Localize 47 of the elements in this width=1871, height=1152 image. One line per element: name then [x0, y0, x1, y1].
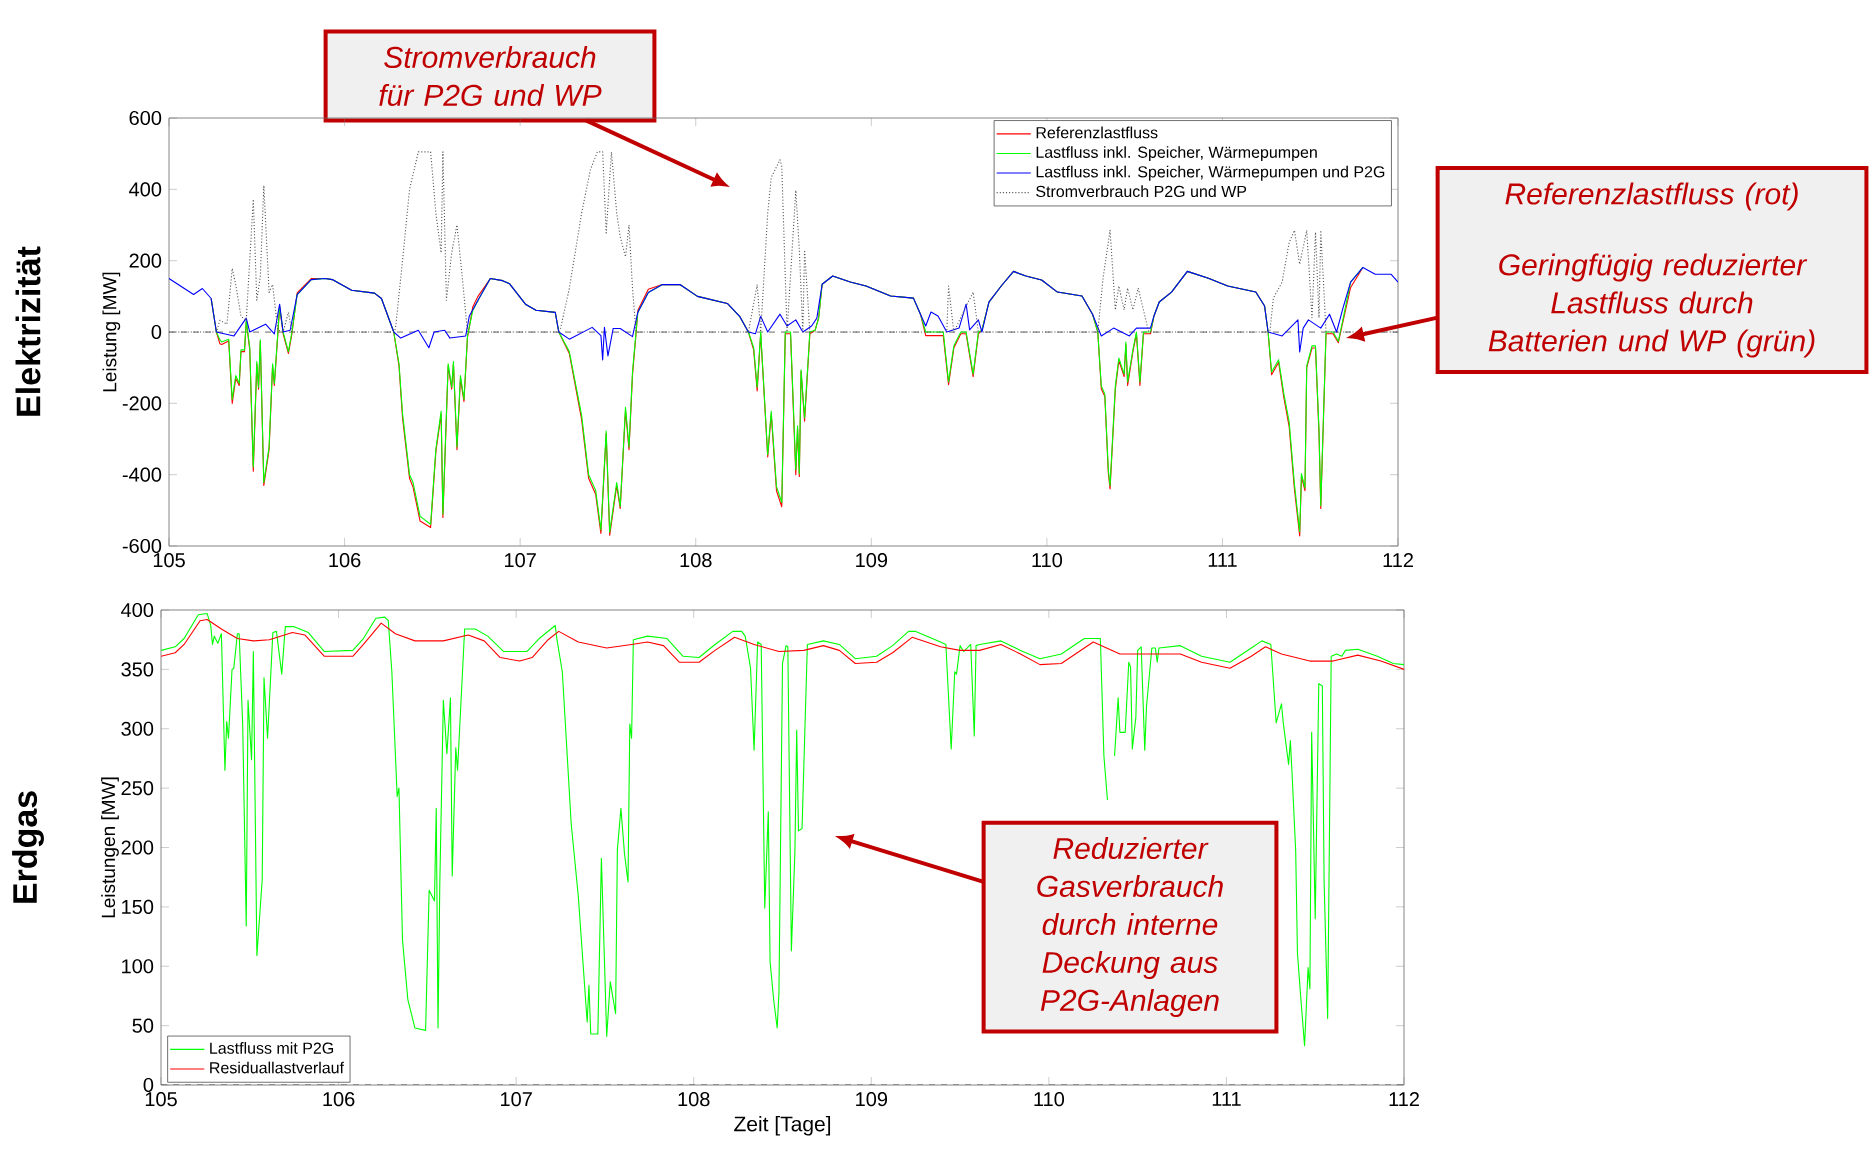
x-tick-label: 112: [1389, 1092, 1419, 1107]
x-tick-label: 109: [856, 1092, 888, 1107]
y-tick-label: 0: [151, 324, 162, 340]
x-tick-label: 106: [329, 553, 361, 568]
y-axis-title: Leistungen [MW]: [101, 777, 119, 918]
y-tick-label: -400: [122, 467, 162, 482]
x-tick-label: 107: [505, 553, 536, 568]
legend-label: Lastfluss inkl. Speicher, Wärmepumpen: [1036, 146, 1317, 162]
y-tick-label: 300: [121, 721, 154, 736]
x-tick-label: 110: [1034, 1092, 1065, 1107]
y-tick-label: 600: [129, 110, 162, 126]
x-tick-label: 105: [153, 553, 185, 568]
y-tick-label: 0: [143, 1077, 154, 1093]
x-tick-label: 111: [1212, 1092, 1241, 1106]
x-tick-label: 108: [678, 1092, 710, 1107]
y-tick-label: -600: [122, 538, 162, 554]
y-tick-label: 250: [121, 781, 154, 796]
x-axis-title: Zeit [Tage]: [734, 1115, 831, 1136]
x-tick-label: 107: [501, 1092, 532, 1107]
y-tick-label: 400: [121, 602, 154, 618]
text: Elektrizität: [15, 246, 41, 416]
y-tick-label: 400: [129, 182, 162, 197]
y-tick-label: 350: [121, 662, 154, 677]
legend-label: Lastfluss mit P2G: [210, 1042, 334, 1054]
text: Geringfügig reduzierter Lastfluss durch Batterien und WP (grün): [1488, 253, 1815, 358]
y-tick-label: -200: [122, 396, 162, 411]
y-tick-label: 200: [129, 253, 162, 268]
y-tick-label: 100: [122, 959, 154, 974]
legend-label: Stromverbrauch P2G und WP: [1036, 185, 1247, 198]
text: Stromverbrauch für P2G und WP: [379, 45, 602, 107]
legend-label: Referenzlastfluss: [1036, 126, 1158, 139]
text: Referenzlastfluss (rot): [1505, 182, 1798, 211]
x-tick-label: 105: [145, 1092, 177, 1107]
text: Erdgas: [12, 791, 44, 903]
y-tick-label: 50: [132, 1018, 154, 1033]
annotation: Reduzierter Gasverbrauch durch interne Deckung aus P2G-Anlagen: [1037, 837, 1223, 1017]
x-tick-label: 111: [1208, 553, 1237, 567]
y-axis-title: Leistung [MW]: [102, 272, 121, 392]
legend-label: Residuallastverlauf: [210, 1061, 345, 1074]
x-tick-label: 109: [856, 553, 888, 568]
x-tick-label: 112: [1383, 553, 1413, 568]
x-tick-label: 110: [1032, 553, 1063, 568]
legend-label: Lastfluss inkl. Speicher, Wärmepumpen und P2G: [1036, 165, 1385, 181]
y-tick-label: 150: [122, 899, 154, 914]
y-tick-label: 200: [121, 840, 154, 855]
x-tick-label: 108: [680, 553, 712, 568]
x-tick-label: 106: [323, 1092, 355, 1107]
